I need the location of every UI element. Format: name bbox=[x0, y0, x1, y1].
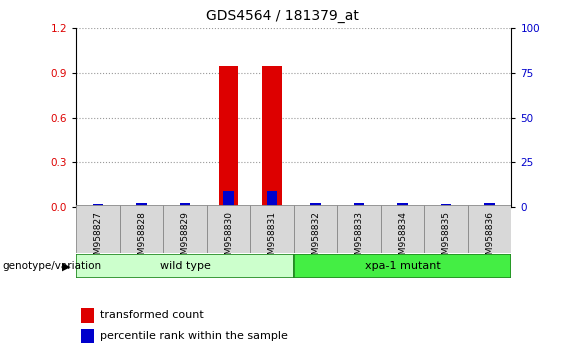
Bar bbox=[163, 205, 207, 253]
Bar bbox=[267, 191, 277, 207]
Text: GSM958830: GSM958830 bbox=[224, 211, 233, 266]
Bar bbox=[136, 202, 147, 207]
Bar bbox=[337, 205, 381, 253]
Bar bbox=[294, 205, 337, 253]
Text: GSM958834: GSM958834 bbox=[398, 211, 407, 266]
Text: GSM958836: GSM958836 bbox=[485, 211, 494, 266]
Text: wild type: wild type bbox=[159, 261, 211, 271]
Bar bbox=[393, 206, 412, 207]
Text: xpa-1 mutant: xpa-1 mutant bbox=[364, 261, 441, 271]
Bar bbox=[81, 329, 94, 343]
Text: percentile rank within the sample: percentile rank within the sample bbox=[100, 331, 288, 341]
Bar bbox=[223, 191, 234, 207]
Bar bbox=[354, 202, 364, 207]
Bar bbox=[424, 205, 468, 253]
Bar bbox=[175, 206, 195, 207]
Bar bbox=[207, 205, 250, 253]
Text: GSM958835: GSM958835 bbox=[442, 211, 450, 266]
Text: ▶: ▶ bbox=[62, 261, 71, 271]
Bar bbox=[219, 65, 238, 207]
FancyBboxPatch shape bbox=[76, 254, 294, 278]
Bar bbox=[468, 205, 511, 253]
Bar bbox=[180, 202, 190, 207]
Bar bbox=[397, 202, 408, 207]
Text: genotype/variation: genotype/variation bbox=[3, 261, 102, 271]
Bar bbox=[436, 206, 456, 207]
Bar bbox=[441, 204, 451, 207]
Bar bbox=[484, 202, 495, 207]
Bar bbox=[262, 65, 282, 207]
Bar bbox=[88, 206, 108, 207]
Bar bbox=[250, 205, 294, 253]
Text: transformed count: transformed count bbox=[100, 310, 204, 320]
Bar bbox=[381, 205, 424, 253]
Text: GDS4564 / 181379_at: GDS4564 / 181379_at bbox=[206, 9, 359, 23]
Bar bbox=[132, 206, 151, 207]
Bar bbox=[76, 205, 120, 253]
Text: GSM958832: GSM958832 bbox=[311, 211, 320, 266]
FancyBboxPatch shape bbox=[294, 254, 511, 278]
Text: GSM958829: GSM958829 bbox=[181, 211, 189, 266]
Bar bbox=[310, 202, 321, 207]
Bar bbox=[349, 206, 369, 207]
Bar bbox=[306, 206, 325, 207]
Text: GSM958827: GSM958827 bbox=[94, 211, 102, 266]
Bar bbox=[93, 204, 103, 207]
Bar bbox=[480, 206, 499, 207]
Text: GSM958831: GSM958831 bbox=[268, 211, 276, 266]
Bar bbox=[120, 205, 163, 253]
Bar bbox=[81, 308, 94, 322]
Text: GSM958833: GSM958833 bbox=[355, 211, 363, 266]
Text: GSM958828: GSM958828 bbox=[137, 211, 146, 266]
